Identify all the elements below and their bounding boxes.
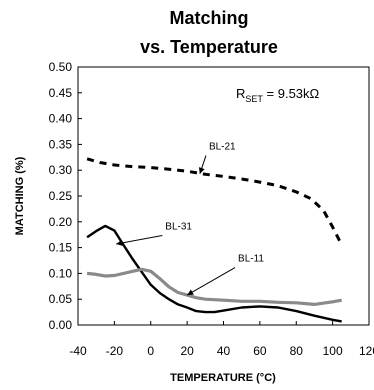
x-tick-label: -20 [106,344,124,358]
x-tick-label: 60 [253,344,267,358]
x-tick-label: 80 [290,344,304,358]
series-label-arrowhead [116,239,123,246]
series-line-bl-21 [86,157,342,243]
plot-frame [77,66,370,326]
series-label: BL-31 [165,222,192,233]
x-tick-label: 120 [359,344,374,358]
series-label-leader [186,267,236,296]
y-tick-label: 0.25 [49,189,73,203]
x-tick-label: 40 [217,344,231,358]
series-layer [86,157,342,323]
series-line-bl-31 [86,224,342,323]
series-label: BL-21 [209,142,236,153]
y-tick-label: 0.20 [49,215,73,229]
y-tick-label: 0.15 [49,241,73,255]
rset-subscript: SET [245,94,263,104]
tick-layer: 0.00 0.05 0.10 0.15 0.20 0.25 0.30 0.35 0.40 0.45… [49,60,374,358]
series-label-arrowhead [187,289,194,296]
y-tick-label: 0.00 [49,318,73,332]
y-tick-label: 0.50 [49,60,73,74]
series-line-bl-11 [86,267,342,306]
x-tick-label: 100 [323,344,343,358]
x-tick-label: -40 [69,344,87,358]
x-tick-label: 0 [147,344,154,358]
series-label: BL-11 [238,254,264,265]
rset-value: = 9.53kΩ [263,86,320,101]
y-tick-label: 0.40 [49,112,73,126]
chart-title-line2: vs. Temperature [140,37,278,57]
series-label-layer: BL-21 BL-31 BL-11 [116,142,264,296]
y-tick-label: 0.45 [49,86,73,100]
y-tick-label: 0.05 [49,292,73,306]
y-axis-title: MATCHING (%) [14,156,26,235]
series-label-arrowhead [198,167,205,174]
x-axis-title: TEMPERATURE (°C) [170,372,276,384]
series-label-leader [116,235,163,245]
rset-symbol: R [236,86,245,101]
y-tick-label: 0.30 [49,163,73,177]
rset-annotation: RSET = 9.53kΩ [236,86,320,104]
y-tick-label: 0.10 [49,266,73,280]
x-tick-label: 20 [180,344,194,358]
y-tick-label: 0.35 [49,137,73,151]
chart-title-line1: Matching [170,8,249,28]
